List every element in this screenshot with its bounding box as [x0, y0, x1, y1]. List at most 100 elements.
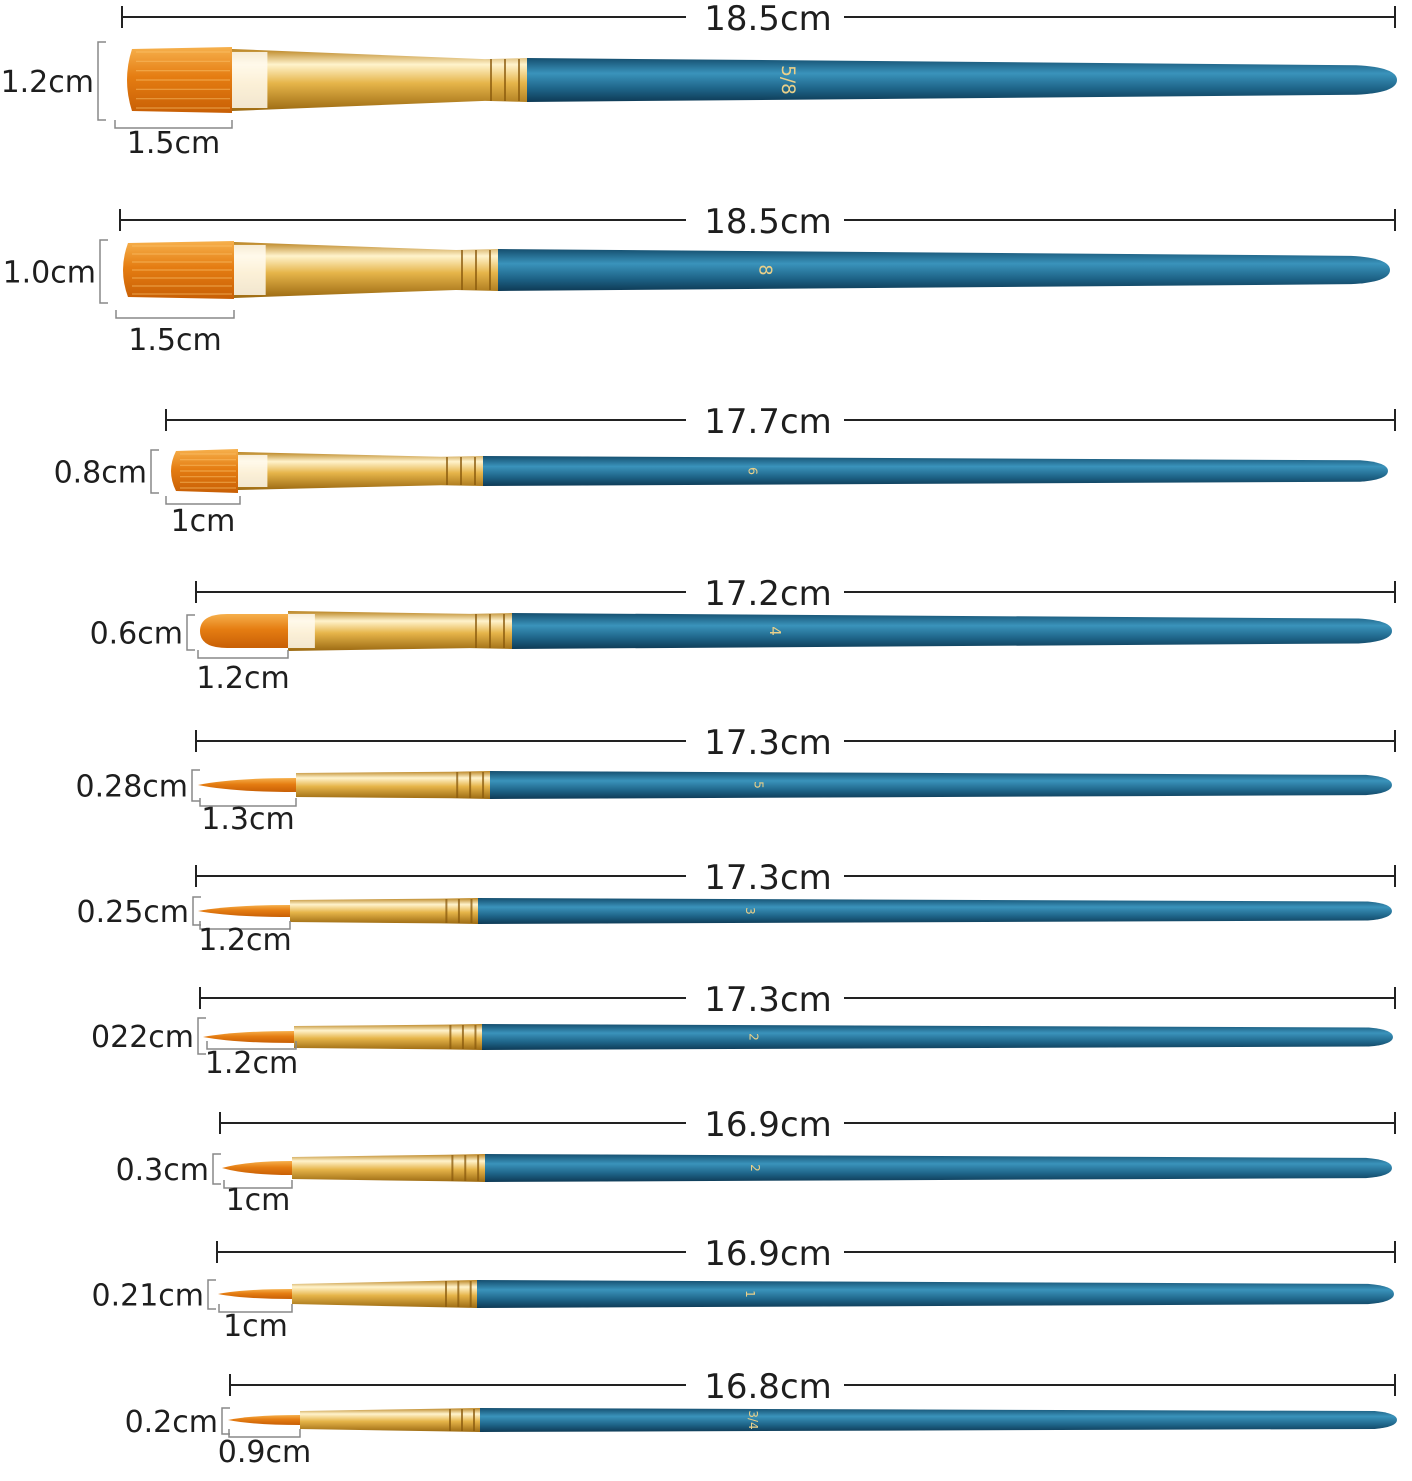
width-label: 022cm	[91, 1020, 194, 1055]
brush-1: 18.5cm 5/8 1.2cm 1.5cm	[1, 0, 1397, 161]
handle-number: 5/8	[777, 65, 798, 95]
head-bracket	[199, 921, 291, 930]
brush-9: 16.9cm 1 0.21cm 1cm	[91, 1234, 1396, 1344]
length-dimension: 17.3cm	[195, 723, 1396, 763]
length-label: 17.7cm	[704, 402, 832, 442]
width-label: 0.8cm	[54, 456, 147, 491]
width-bracket	[212, 1153, 221, 1185]
handle: 3/4	[480, 1408, 1397, 1432]
head-bracket	[199, 798, 297, 807]
handle-body	[498, 249, 1390, 291]
width-dimension: 1.2cm	[1, 41, 106, 121]
ferrule-highlight	[232, 52, 268, 108]
head-label: 1.5cm	[128, 323, 221, 358]
bristle-tuft	[228, 1415, 300, 1425]
width-dimension: 0.21cm	[91, 1279, 216, 1314]
head-bracket	[206, 1041, 297, 1050]
brush-2: 18.5cm 8 1.0cm 1.5cm	[3, 202, 1396, 358]
handle-number: 3/4	[746, 1410, 760, 1429]
bristles	[171, 449, 238, 493]
handle: 5/8	[527, 58, 1397, 102]
head-bracket	[223, 1180, 293, 1189]
length-dimension: 17.3cm	[199, 980, 1396, 1020]
head-dimension: 1cm	[165, 496, 241, 539]
length-label: 16.9cm	[704, 1234, 832, 1274]
ferrule	[292, 1280, 477, 1308]
ferrule-body	[238, 452, 483, 490]
ferrule	[288, 611, 512, 651]
brush-8: 16.9cm 2 0.3cm 1cm	[116, 1105, 1396, 1218]
handle-number: 4	[766, 626, 784, 636]
head-bracket	[228, 1429, 301, 1438]
bristle-tuft	[218, 1289, 292, 1299]
handle: 5	[490, 771, 1392, 799]
head-label: 1.2cm	[196, 661, 289, 696]
width-bracket	[191, 769, 200, 802]
bristles	[127, 47, 232, 113]
head-dimension: 1cm	[223, 1180, 293, 1218]
handle-body	[482, 1024, 1393, 1050]
brush-3: 17.7cm 6 0.8cm 1cm	[54, 402, 1396, 539]
ferrule	[232, 49, 527, 111]
width-label: 1.0cm	[3, 256, 96, 291]
width-dimension: 0.28cm	[75, 769, 200, 805]
width-bracket	[150, 449, 159, 494]
width-dimension: 0.25cm	[76, 895, 201, 930]
ferrule	[234, 242, 498, 298]
head-label: 1.5cm	[127, 126, 220, 161]
ferrule-highlight	[288, 614, 315, 648]
width-bracket	[207, 1279, 216, 1310]
head-dimension: 1.2cm	[198, 921, 292, 958]
width-bracket	[197, 1017, 206, 1055]
head-bracket	[115, 310, 235, 319]
head-bracket	[197, 650, 289, 659]
length-dimension: 18.5cm	[119, 202, 1396, 242]
length-dimension: 17.7cm	[165, 402, 1396, 442]
handle-number: 8	[755, 264, 775, 275]
length-dimension: 16.9cm	[216, 1234, 1396, 1274]
width-label: 1.2cm	[1, 65, 94, 100]
length-label: 16.8cm	[704, 1367, 832, 1407]
handle-number: 6	[746, 467, 761, 475]
width-dimension: 0.2cm	[125, 1405, 230, 1440]
width-label: 0.6cm	[90, 617, 183, 652]
width-bracket	[99, 239, 108, 304]
bristle-tuft	[200, 614, 288, 648]
head-label: 1cm	[171, 504, 236, 539]
head-dimension: 1.5cm	[115, 310, 235, 358]
head-label: 1cm	[223, 1309, 288, 1344]
head-label: 1.3cm	[201, 802, 294, 837]
head-dimension: 1.2cm	[205, 1041, 298, 1081]
head-label: 0.9cm	[218, 1435, 311, 1470]
ferrule	[238, 452, 483, 490]
brush-5: 17.3cm 5 0.28cm 1.3cm	[75, 723, 1396, 837]
length-dimension: 17.2cm	[195, 574, 1396, 614]
handle: 4	[512, 613, 1392, 649]
handle-body	[480, 1408, 1397, 1432]
width-bracket	[186, 614, 195, 651]
head-bracket	[218, 1304, 293, 1313]
handle-number: 1	[743, 1290, 757, 1298]
length-label: 17.3cm	[704, 723, 832, 763]
handle-body	[527, 58, 1397, 102]
ferrule	[300, 1408, 480, 1432]
bristle-tuft	[198, 905, 290, 917]
width-label: 0.25cm	[76, 895, 189, 930]
width-dimension: 1.0cm	[3, 239, 108, 304]
bristles	[198, 778, 296, 792]
handle-number: 3	[743, 907, 757, 915]
bristles	[228, 1415, 300, 1425]
head-dimension: 0.9cm	[218, 1429, 311, 1470]
ferrule-body	[292, 1280, 477, 1308]
length-dimension: 18.5cm	[121, 0, 1396, 39]
brush-4: 17.2cm 4 0.6cm 1.2cm	[90, 574, 1396, 696]
head-bracket	[114, 120, 233, 129]
handle-number: 2	[746, 1033, 760, 1041]
handle-body	[483, 456, 1388, 486]
brush-6: 17.3cm 3 0.25cm 1.2cm	[76, 858, 1396, 958]
bristle-tuft	[222, 1161, 292, 1175]
handle-number: 2	[748, 1164, 762, 1172]
length-label: 16.9cm	[704, 1105, 832, 1145]
